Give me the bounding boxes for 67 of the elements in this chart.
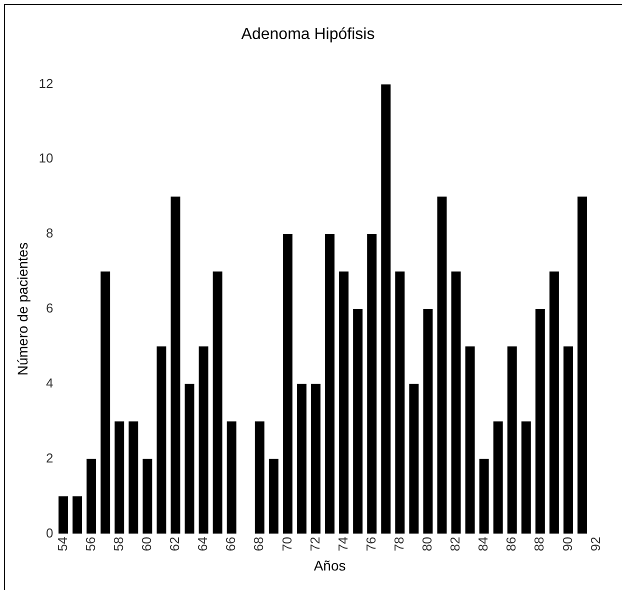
x-axis-title: Años [314, 557, 346, 574]
bar [578, 196, 587, 534]
y-tick-label: 12 [38, 76, 54, 91]
bar [339, 272, 349, 534]
bar [353, 308, 363, 534]
y-tick-label: 2 [46, 450, 54, 466]
y-tick-label: 10 [38, 150, 54, 166]
bar [226, 421, 236, 534]
x-tick-label: 62 [167, 536, 182, 552]
x-tick-label: 64 [195, 536, 210, 552]
bar [367, 234, 377, 534]
bar [296, 384, 306, 534]
bar [184, 384, 194, 534]
x-tick-label: 80 [420, 536, 435, 552]
bar [437, 196, 447, 534]
x-tick-label: 72 [307, 536, 322, 552]
y-axis-title: Número de pacientes [14, 242, 30, 376]
y-tick-label: 6 [46, 300, 54, 316]
bar [409, 384, 419, 534]
x-tick-label: 74 [335, 536, 350, 552]
bar [311, 384, 320, 534]
bar [563, 346, 573, 534]
x-tick-label: 82 [448, 536, 463, 552]
bar [423, 308, 433, 534]
x-tick-label: 76 [363, 536, 378, 552]
x-tick-label: 88 [532, 536, 547, 552]
bar [212, 272, 222, 534]
x-tick-label: 56 [82, 536, 98, 552]
x-tick-label: 68 [251, 536, 266, 552]
bar [156, 346, 166, 534]
y-tick-label: 8 [46, 226, 54, 241]
x-tick-label: 78 [391, 536, 406, 552]
bar [381, 84, 391, 534]
bar [479, 458, 489, 534]
bar [395, 272, 405, 534]
bar [86, 458, 96, 534]
bar [198, 346, 208, 534]
bar [493, 421, 503, 534]
bar [128, 421, 138, 534]
bar [549, 272, 559, 534]
bar [170, 196, 180, 534]
y-tick-label: 4 [46, 375, 54, 390]
bar [100, 272, 110, 534]
bar [325, 234, 335, 534]
bar [268, 458, 278, 534]
x-tick-label: 66 [223, 536, 238, 552]
x-tick-label: 58 [110, 536, 126, 552]
bar [465, 346, 475, 534]
bar [535, 308, 545, 534]
bar [58, 496, 68, 534]
bar [142, 458, 152, 534]
bar [254, 421, 264, 534]
x-tick-label: 60 [139, 536, 154, 552]
chart-title: Adenoma Hipófisis [241, 26, 375, 44]
bar [507, 346, 517, 534]
bar [282, 234, 292, 534]
y-tick-label: 0 [46, 525, 54, 540]
bar [114, 421, 124, 534]
bar [451, 272, 461, 534]
bar [521, 421, 531, 534]
x-tick-label: 54 [54, 536, 70, 552]
x-tick-label: 70 [279, 536, 294, 552]
bar [72, 496, 82, 534]
x-tick-label: 86 [504, 536, 519, 552]
x-tick-label: 84 [476, 536, 491, 552]
x-tick-label: 90 [560, 536, 575, 552]
x-tick-label: 92 [588, 536, 603, 552]
